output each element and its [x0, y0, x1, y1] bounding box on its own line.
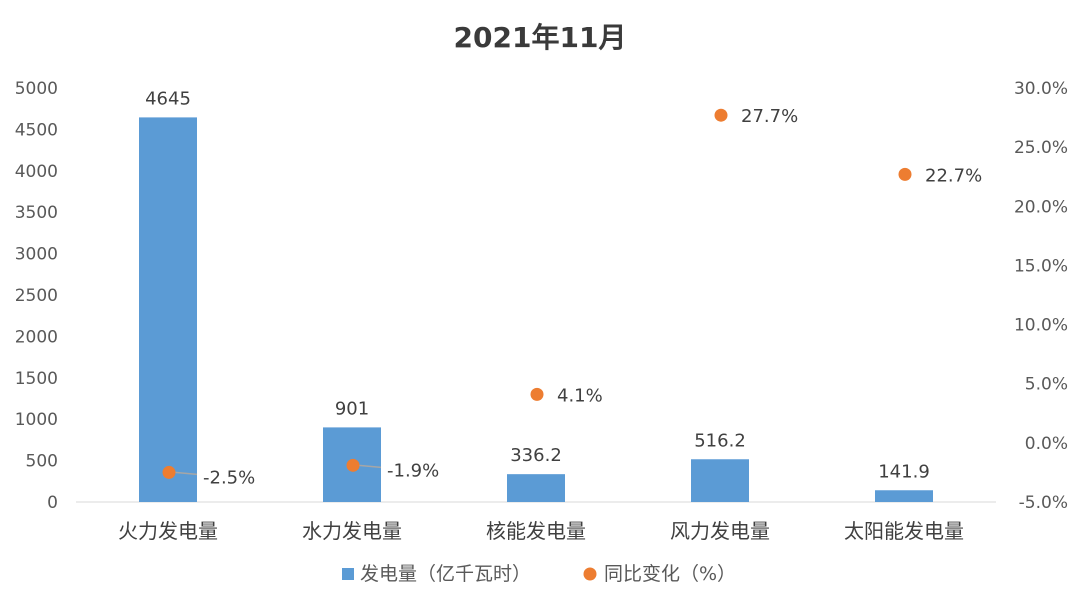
dot-data-label: -2.5% — [203, 467, 255, 488]
chart-marks: 4645 -2.5% 901 -1.9% 336.2 4.1% 516.2 27.7% 141.… — [139, 88, 982, 503]
legend-bar-label: 发电量（亿千瓦时） — [360, 563, 531, 585]
bar-data-label: 336.2 — [510, 445, 562, 466]
bar — [691, 459, 749, 502]
y-right-tick-label: 20.0% — [1014, 197, 1068, 217]
bar — [507, 474, 565, 502]
bar-data-label: 4645 — [145, 88, 191, 109]
x-category-label: 核能发电量 — [486, 519, 586, 543]
bar — [139, 117, 197, 503]
y-left-tick-label: 5000 — [15, 79, 58, 99]
y-right-tick-label: 30.0% — [1014, 79, 1068, 99]
y-left-tick-label: 3500 — [15, 203, 58, 223]
y-left-tick-label: 4000 — [15, 162, 58, 182]
y-left-tick-label: 1000 — [15, 410, 58, 430]
y-left-tick-label: 2500 — [15, 286, 58, 306]
dot-point — [346, 458, 360, 472]
y-right-tick-label: 10.0% — [1014, 316, 1068, 336]
dot-data-label: 4.1% — [557, 385, 603, 406]
y-left-tick-label: 1500 — [15, 369, 58, 389]
chart-title: 2021年11月 — [454, 21, 627, 54]
bar-data-label: 516.2 — [694, 430, 746, 451]
dot-label-leader — [358, 464, 382, 469]
x-category-label: 水力发电量 — [302, 519, 402, 543]
y-left-tick-label: 3000 — [15, 245, 58, 265]
x-category-label: 太阳能发电量 — [844, 519, 964, 543]
bar-data-label: 141.9 — [878, 461, 930, 482]
dot-data-label: 27.7% — [741, 106, 798, 127]
x-category-label: 风力发电量 — [670, 519, 770, 543]
dot-point — [898, 167, 912, 181]
legend-bar-swatch — [342, 568, 354, 580]
y-right-tick-label: 5.0% — [1025, 375, 1068, 395]
dot-label-leader — [174, 471, 198, 476]
dot-point — [714, 108, 728, 122]
legend: 发电量（亿千瓦时） 同比变化（%） — [342, 563, 736, 585]
axes: 0 500 1000 1500 2000 2500 3000 3500 4000 4500 5000… — [15, 79, 1068, 543]
x-category-label: 火力发电量 — [118, 519, 218, 543]
y-left-tick-label: 0 — [47, 493, 58, 513]
y-left-tick-label: 500 — [26, 452, 58, 472]
bar-data-label: 901 — [335, 398, 369, 419]
legend-dot-label: 同比变化（%） — [604, 563, 736, 585]
dot-data-label: 22.7% — [925, 165, 982, 186]
dot-point — [530, 387, 544, 401]
y-left-tick-label: 2000 — [15, 327, 58, 347]
y-left-tick-label: 4500 — [15, 120, 58, 140]
dot-data-label: -1.9% — [387, 460, 439, 481]
y-right-tick-label: 25.0% — [1014, 138, 1068, 158]
y-right-tick-label: -5.0% — [1019, 493, 1068, 513]
bar — [875, 490, 933, 502]
dot-point — [162, 465, 176, 479]
y-right-tick-label: 15.0% — [1014, 256, 1068, 276]
y-right-tick-label: 0.0% — [1025, 434, 1068, 454]
legend-dot-swatch — [583, 567, 597, 581]
